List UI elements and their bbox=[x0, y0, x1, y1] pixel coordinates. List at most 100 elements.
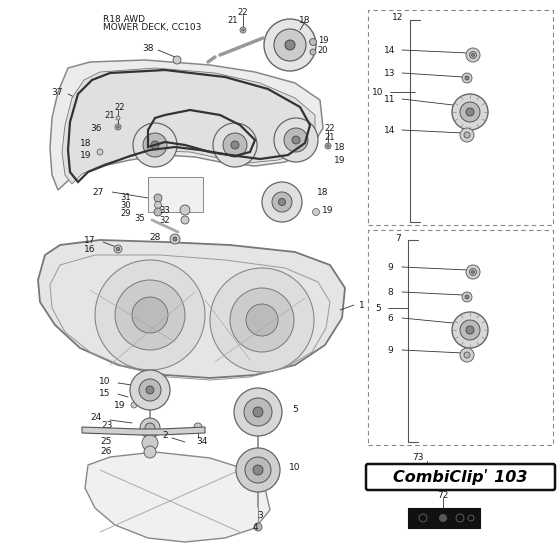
Circle shape bbox=[154, 208, 162, 216]
Circle shape bbox=[116, 125, 119, 128]
Text: 19: 19 bbox=[318, 35, 328, 44]
Text: 3: 3 bbox=[257, 511, 263, 520]
Circle shape bbox=[133, 123, 177, 167]
Circle shape bbox=[274, 29, 306, 61]
Polygon shape bbox=[82, 427, 205, 435]
Circle shape bbox=[173, 56, 181, 64]
Circle shape bbox=[466, 326, 474, 334]
Text: CombiClipʹ 103: CombiClipʹ 103 bbox=[393, 469, 528, 485]
Circle shape bbox=[466, 48, 480, 62]
Circle shape bbox=[155, 202, 161, 208]
Text: 28: 28 bbox=[150, 232, 161, 241]
Circle shape bbox=[272, 192, 292, 212]
Circle shape bbox=[472, 54, 474, 57]
Circle shape bbox=[170, 234, 180, 244]
Circle shape bbox=[274, 118, 318, 162]
Circle shape bbox=[246, 304, 278, 336]
Text: 30: 30 bbox=[121, 200, 131, 209]
Text: 38: 38 bbox=[142, 44, 154, 53]
Polygon shape bbox=[85, 452, 270, 542]
Text: 19: 19 bbox=[322, 206, 334, 214]
Text: 11: 11 bbox=[384, 95, 396, 104]
Circle shape bbox=[465, 295, 469, 299]
Text: 14: 14 bbox=[384, 125, 396, 134]
Circle shape bbox=[466, 265, 480, 279]
Circle shape bbox=[469, 52, 477, 58]
Text: 12: 12 bbox=[393, 12, 404, 21]
Text: 10: 10 bbox=[372, 87, 384, 96]
Circle shape bbox=[460, 348, 474, 362]
Text: 33: 33 bbox=[160, 206, 170, 214]
Circle shape bbox=[115, 124, 121, 130]
Text: 9: 9 bbox=[387, 346, 393, 354]
Bar bbox=[148, 177, 203, 212]
Circle shape bbox=[264, 19, 316, 71]
Text: 19: 19 bbox=[80, 151, 92, 160]
Circle shape bbox=[180, 205, 190, 215]
Circle shape bbox=[240, 27, 246, 33]
Text: 31: 31 bbox=[121, 193, 131, 202]
Circle shape bbox=[464, 132, 470, 138]
Text: 72: 72 bbox=[437, 491, 449, 500]
Circle shape bbox=[245, 457, 271, 483]
Circle shape bbox=[116, 247, 120, 251]
Circle shape bbox=[254, 523, 262, 531]
Text: 2: 2 bbox=[162, 431, 168, 440]
Circle shape bbox=[292, 136, 300, 144]
Circle shape bbox=[462, 292, 472, 302]
Polygon shape bbox=[62, 68, 315, 184]
Circle shape bbox=[114, 245, 122, 253]
Text: 16: 16 bbox=[84, 245, 96, 254]
Circle shape bbox=[312, 208, 320, 216]
Text: 18: 18 bbox=[299, 16, 311, 25]
Text: 35: 35 bbox=[135, 213, 145, 222]
Polygon shape bbox=[50, 60, 323, 190]
Circle shape bbox=[452, 312, 488, 348]
Circle shape bbox=[143, 133, 167, 157]
Text: 19: 19 bbox=[334, 156, 346, 165]
FancyBboxPatch shape bbox=[366, 464, 555, 490]
Circle shape bbox=[154, 194, 162, 202]
Circle shape bbox=[253, 465, 263, 475]
Circle shape bbox=[326, 144, 329, 147]
Text: 10: 10 bbox=[290, 464, 301, 473]
Circle shape bbox=[244, 398, 272, 426]
Circle shape bbox=[285, 40, 295, 50]
Circle shape bbox=[210, 268, 314, 372]
Circle shape bbox=[466, 108, 474, 116]
Circle shape bbox=[278, 198, 286, 206]
Circle shape bbox=[460, 128, 474, 142]
Circle shape bbox=[95, 260, 205, 370]
Text: 14: 14 bbox=[384, 45, 396, 54]
Text: 21: 21 bbox=[325, 133, 335, 142]
Circle shape bbox=[146, 386, 154, 394]
Circle shape bbox=[223, 133, 247, 157]
Circle shape bbox=[132, 297, 168, 333]
Text: 17: 17 bbox=[84, 236, 96, 245]
Circle shape bbox=[144, 446, 156, 458]
Circle shape bbox=[173, 237, 177, 241]
Circle shape bbox=[460, 102, 480, 122]
Text: 37: 37 bbox=[52, 87, 63, 96]
Circle shape bbox=[460, 320, 480, 340]
Circle shape bbox=[230, 288, 294, 352]
Circle shape bbox=[465, 76, 469, 80]
Circle shape bbox=[284, 128, 308, 152]
Bar bbox=[408, 508, 480, 528]
Ellipse shape bbox=[76, 99, 88, 107]
Circle shape bbox=[139, 379, 161, 401]
Text: 5: 5 bbox=[375, 304, 381, 312]
Circle shape bbox=[469, 268, 477, 276]
Circle shape bbox=[262, 182, 302, 222]
Circle shape bbox=[231, 141, 239, 149]
Text: 21: 21 bbox=[105, 110, 115, 119]
Text: 36: 36 bbox=[90, 124, 102, 133]
Circle shape bbox=[242, 29, 244, 31]
Text: 22: 22 bbox=[325, 124, 335, 133]
Text: 29: 29 bbox=[121, 208, 131, 217]
Text: 21: 21 bbox=[228, 16, 238, 25]
Text: 1: 1 bbox=[359, 301, 365, 310]
Text: 18: 18 bbox=[334, 142, 346, 152]
Circle shape bbox=[452, 94, 488, 130]
Circle shape bbox=[440, 515, 446, 521]
